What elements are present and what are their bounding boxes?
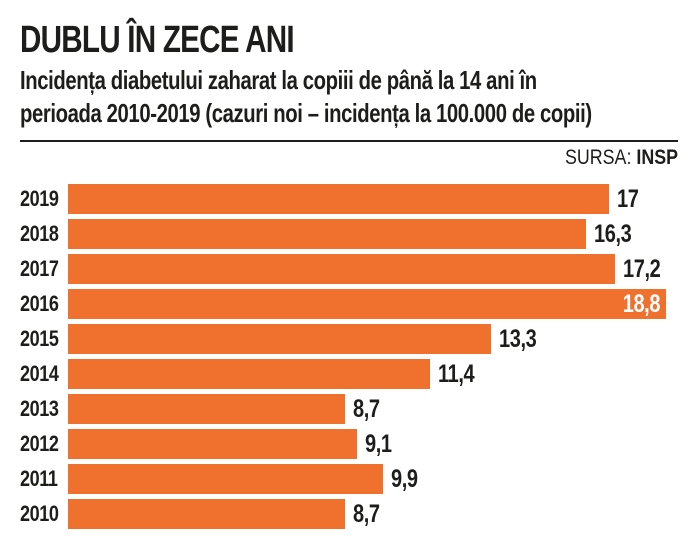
value-label: 9,1 (365, 429, 392, 458)
chart-row: 2018 16,3 (20, 219, 688, 249)
source-label: SURSA: (564, 146, 637, 169)
bar-track: 9,9 (68, 464, 688, 494)
bar-2012 (68, 429, 358, 459)
value-label: 8,7 (352, 499, 380, 528)
bar-2011 (68, 464, 383, 494)
year-label: 2018 (20, 221, 59, 246)
bar-2016: 18,8 (68, 289, 666, 319)
chart-row: 2014 11,4 (20, 359, 688, 389)
bar-track: 9,1 (68, 429, 688, 459)
year-label: 2016 (20, 291, 59, 316)
subtitle-line-2: perioada 2010-2019 (cazuri noi – inciden… (20, 98, 592, 128)
source-value: INSP (636, 146, 678, 169)
bar-2019 (68, 184, 609, 214)
bar-track: 8,7 (68, 394, 688, 424)
chart-row: 2012 9,1 (20, 429, 688, 459)
year-label: 2017 (20, 256, 59, 281)
chart-row: 2016 18,8 (20, 289, 688, 319)
value-label: 16,3 (594, 219, 632, 248)
chart-row: 2019 17 (20, 184, 688, 214)
header: DUBLU ÎN ZECE ANI Incidența diabetului z… (20, 20, 688, 170)
value-label: 8,7 (352, 394, 380, 423)
chart-rows: 2019 17 2018 16,3 2017 17,2 2016 18,8 2015 13,3 20… (20, 184, 688, 529)
bar-2014 (68, 359, 431, 389)
value-label: 17 (616, 184, 639, 213)
divider-line (20, 140, 678, 142)
bar-2017 (68, 254, 615, 284)
bar-track: 8,7 (68, 499, 688, 529)
subtitle-line-1: Incidența diabetului zaharat la copiii d… (20, 65, 537, 95)
value-label: 11,4 (438, 359, 475, 388)
year-label: 2011 (20, 466, 58, 491)
bar-2013 (68, 394, 345, 424)
chart-row: 2010 8,7 (20, 499, 688, 529)
value-label: 17,2 (622, 254, 661, 283)
year-label: 2019 (20, 186, 59, 211)
source-text: SURSA: INSP (565, 146, 678, 170)
year-label: 2014 (20, 361, 59, 386)
bar-2010 (68, 499, 345, 529)
page-title: DUBLU ÎN ZECE ANI (20, 19, 295, 61)
chart-row: 2013 8,7 (20, 394, 688, 424)
year-label: 2012 (20, 431, 59, 456)
bar-track: 16,3 (68, 219, 688, 249)
bar-2015 (68, 324, 491, 354)
bar-track: 17,2 (68, 254, 688, 284)
bar-2018 (68, 219, 587, 249)
value-label: 9,9 (390, 464, 418, 493)
year-label: 2013 (20, 396, 59, 421)
value-label: 13,3 (498, 324, 537, 353)
chart-row: 2011 9,9 (20, 464, 688, 494)
year-label: 2015 (20, 326, 59, 351)
year-label: 2010 (20, 501, 59, 526)
bar-track: 11,4 (68, 359, 688, 389)
value-label: 18,8 (622, 289, 661, 318)
chart-row: 2017 17,2 (20, 254, 688, 284)
source-line: SURSA: INSP (20, 146, 678, 170)
subtitle: Incidența diabetului zaharat la copiii d… (20, 64, 688, 130)
bar-chart: 2019 17 2018 16,3 2017 17,2 2016 18,8 2015 13,3 20… (20, 184, 688, 529)
bar-track: 18,8 (68, 289, 688, 319)
bar-track: 13,3 (68, 324, 688, 354)
chart-row: 2015 13,3 (20, 324, 688, 354)
bar-track: 17 (68, 184, 688, 214)
